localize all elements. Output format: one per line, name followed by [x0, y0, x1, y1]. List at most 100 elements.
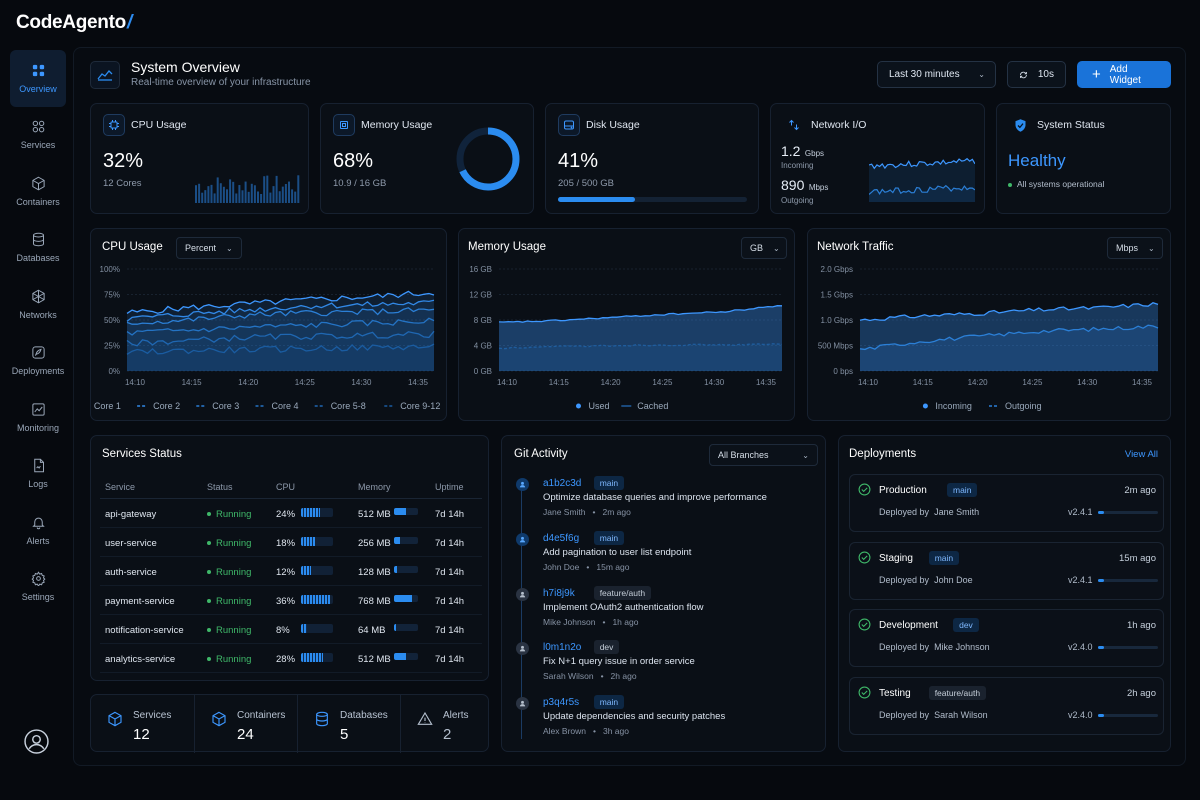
cpu-mini-bar: [301, 537, 333, 546]
x-tick-label: 14:35: [408, 378, 429, 387]
series-line: [126, 330, 435, 347]
kpi-title: CPU Usage: [131, 119, 187, 131]
series-line: [859, 301, 1159, 322]
time-range-select[interactable]: Last 30 minutes ⌄: [877, 61, 996, 88]
commit-item[interactable]: h7i8j9k feature/auth Implement OAuth2 au…: [502, 585, 822, 643]
sidebar-item-monitoring[interactable]: Monitoring: [10, 389, 66, 446]
spark-bar: [232, 181, 235, 203]
table-row[interactable]: auth-service Running 12% 128 MB 7d 14h: [100, 557, 482, 586]
deployment-item[interactable]: Staging main 15m ago Deployed by John Do…: [849, 541, 1164, 600]
sidebar-item-databases[interactable]: Databases: [10, 220, 66, 277]
memory-kpi-card[interactable]: Memory Usage 68% 10.9 / 16 GB: [320, 103, 534, 214]
user-avatar-icon[interactable]: [24, 729, 49, 754]
x-tick-label: 14:20: [238, 378, 259, 387]
table-row[interactable]: notification-service Running 8% 64 MB 7d…: [100, 615, 482, 644]
commit-hash-link[interactable]: p3q4r5s: [543, 697, 580, 709]
disk-icon: [558, 114, 580, 136]
network-in-value: 1.2: [781, 143, 801, 159]
sidebar-item-services[interactable]: Services: [10, 107, 66, 164]
service-status: Running: [207, 538, 251, 549]
table-row[interactable]: payment-service Running 36% 768 MB 7d 14…: [100, 586, 482, 615]
spark-bar: [235, 193, 238, 203]
branch-badge: dev: [953, 618, 979, 632]
network-out-value: 890: [781, 177, 805, 193]
cpu-mini-bar: [301, 566, 333, 575]
x-tick-label: 14:25: [652, 378, 673, 387]
table-header: Service Status CPU Memory Uptime: [100, 477, 482, 499]
summary-value: 12: [133, 726, 150, 743]
add-widget-button[interactable]: + Add Widget: [1077, 61, 1171, 88]
summary-containers[interactable]: Containers 24: [194, 695, 297, 753]
summary-services[interactable]: Services 12: [91, 695, 194, 753]
commit-hash-link[interactable]: l0m1n2o: [543, 642, 582, 654]
summary-databases[interactable]: Databases 5: [297, 695, 400, 753]
sidebar-item-alerts[interactable]: Alerts: [10, 502, 66, 559]
sidebar-item-overview[interactable]: Overview: [10, 50, 66, 107]
sidebar-item-containers[interactable]: Containers: [10, 163, 66, 220]
y-tick-label: 0 GB: [474, 367, 492, 376]
commit-hash-link[interactable]: a1b2c3d: [543, 478, 582, 489]
sidebar-item-deployments[interactable]: Deployments: [10, 333, 66, 390]
spark-bar: [195, 185, 197, 203]
sidebar-item-networks[interactable]: Networks: [10, 276, 66, 333]
branch-filter-select[interactable]: All Branches ⌄: [709, 444, 818, 466]
refresh-button[interactable]: 10s: [1007, 61, 1066, 88]
x-tick-label: 14:15: [182, 378, 203, 387]
commit-author-icon: [516, 697, 529, 711]
network-in-unit: Gbps: [804, 149, 825, 158]
service-name: payment-service: [105, 596, 175, 607]
summary-alerts[interactable]: Alerts 2: [400, 695, 503, 753]
commit-hash-link[interactable]: d4e5f6g: [543, 532, 580, 544]
cpu-chart-card[interactable]: CPU Usage Percent ⌄ 0% 25% 50% 75% 100% 14:10 1…: [90, 228, 447, 421]
commit-message: Optimize database queries and improve pe…: [543, 492, 767, 503]
memory-unit-select[interactable]: GB ⌄: [741, 237, 787, 259]
spark-bar: [198, 183, 201, 203]
network-chart-card[interactable]: Network Traffic Mbps ⌄ 0 bps 500 Mbps 1.0 G…: [807, 228, 1171, 421]
network-unit-select[interactable]: Mbps ⌄: [1107, 237, 1163, 259]
overview-icon: [90, 61, 120, 89]
network-kpi-card[interactable]: Network I/O 1.2 Gbps Incoming 890 Mbps O…: [770, 103, 985, 214]
cpu-kpi-card[interactable]: CPU Usage 32% 12 Cores: [90, 103, 309, 214]
commit-item[interactable]: a1b2c3d main Optimize database queries a…: [502, 476, 822, 533]
commit-item[interactable]: d4e5f6g main Add pagination to user list…: [502, 530, 822, 588]
deployment-item[interactable]: Production main 2m ago Deployed by Jane …: [849, 474, 1164, 532]
disk-kpi-card[interactable]: Disk Usage 41% 205 / 500 GB: [545, 103, 759, 214]
deployment-progress: [1098, 646, 1158, 649]
cpu-mini-bar: [301, 508, 333, 517]
commit-item[interactable]: l0m1n2o dev Fix N+1 query issue in order…: [502, 640, 822, 697]
cpu-mini-bar: [301, 595, 333, 604]
sidebar-item-label: Settings: [21, 592, 55, 603]
series-line: [126, 307, 435, 325]
commit-item[interactable]: p3q4r5s main Update dependencies and sec…: [502, 695, 822, 752]
cpu-unit-select[interactable]: Percent ⌄: [176, 237, 242, 259]
branch-badge: main: [947, 483, 978, 497]
x-tick-label: 14:10: [497, 378, 518, 387]
git-activity-card: Git Activity All Branches ⌄ a1b2c3d main …: [501, 435, 826, 752]
table-row[interactable]: analytics-service Running 28% 512 MB 7d …: [100, 644, 482, 673]
sidebar-item-logs[interactable]: Logs: [10, 446, 66, 503]
legend-label: Used: [589, 401, 610, 411]
memory-chart-card[interactable]: Memory Usage GB ⌄ 0 GB 4 GB 8 GB 12 GB 16 GB 1…: [458, 228, 795, 421]
x-tick-label: 14:30: [704, 378, 725, 387]
brand-logo[interactable]: CodeAgento/: [16, 12, 132, 33]
table-row[interactable]: api-gateway Running 24% 512 MB 7d 14h: [100, 499, 482, 528]
network-sparkline: [869, 157, 975, 202]
network-area-chart: 0 bps 500 Mbps 1.0 Gbps 1.5 Gbps 2.0 Gbps 14:…: [818, 265, 1159, 411]
service-memory: 512 MB: [358, 654, 391, 665]
service-name: auth-service: [105, 567, 157, 578]
summary-label: Containers: [237, 710, 286, 721]
service-status: Running: [207, 509, 251, 520]
status-kpi-card[interactable]: System Status Healthy All systems operat…: [996, 103, 1171, 214]
services-status-card: Services Status Service Status CPU Memor…: [90, 435, 489, 681]
spark-bar: [257, 191, 259, 203]
service-status: Running: [207, 567, 251, 578]
view-all-link[interactable]: View All: [1124, 449, 1158, 460]
x-tick-label: 14:35: [756, 378, 777, 387]
deployment-item[interactable]: Development dev 1h ago Deployed by Mike …: [849, 609, 1164, 667]
sidebar-item-settings[interactable]: Settings: [10, 559, 66, 616]
table-row[interactable]: user-service Running 18% 256 MB 7d 14h: [100, 528, 482, 557]
deployment-item[interactable]: Testing feature/auth 2h ago Deployed by …: [849, 676, 1164, 735]
x-tick-label: 14:20: [968, 378, 989, 387]
commit-hash-link[interactable]: h7i8j9k: [543, 587, 575, 599]
spark-bar: [238, 185, 241, 203]
